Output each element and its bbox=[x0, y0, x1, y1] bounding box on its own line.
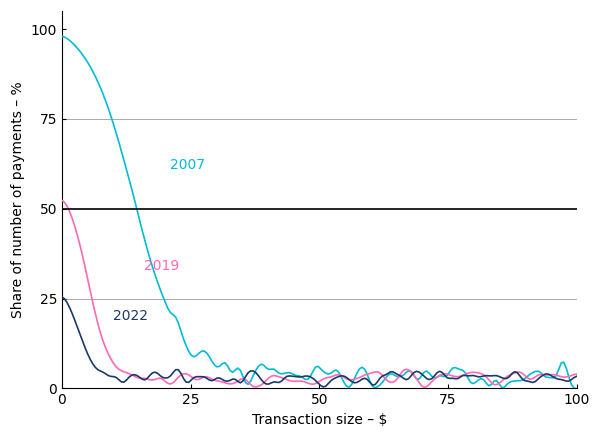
X-axis label: Transaction size – $: Transaction size – $ bbox=[252, 413, 387, 427]
Text: 2019: 2019 bbox=[144, 259, 180, 273]
Text: 2022: 2022 bbox=[114, 309, 148, 323]
Y-axis label: Share of number of payments – %: Share of number of payments – % bbox=[11, 81, 25, 318]
Text: 2007: 2007 bbox=[170, 158, 205, 172]
